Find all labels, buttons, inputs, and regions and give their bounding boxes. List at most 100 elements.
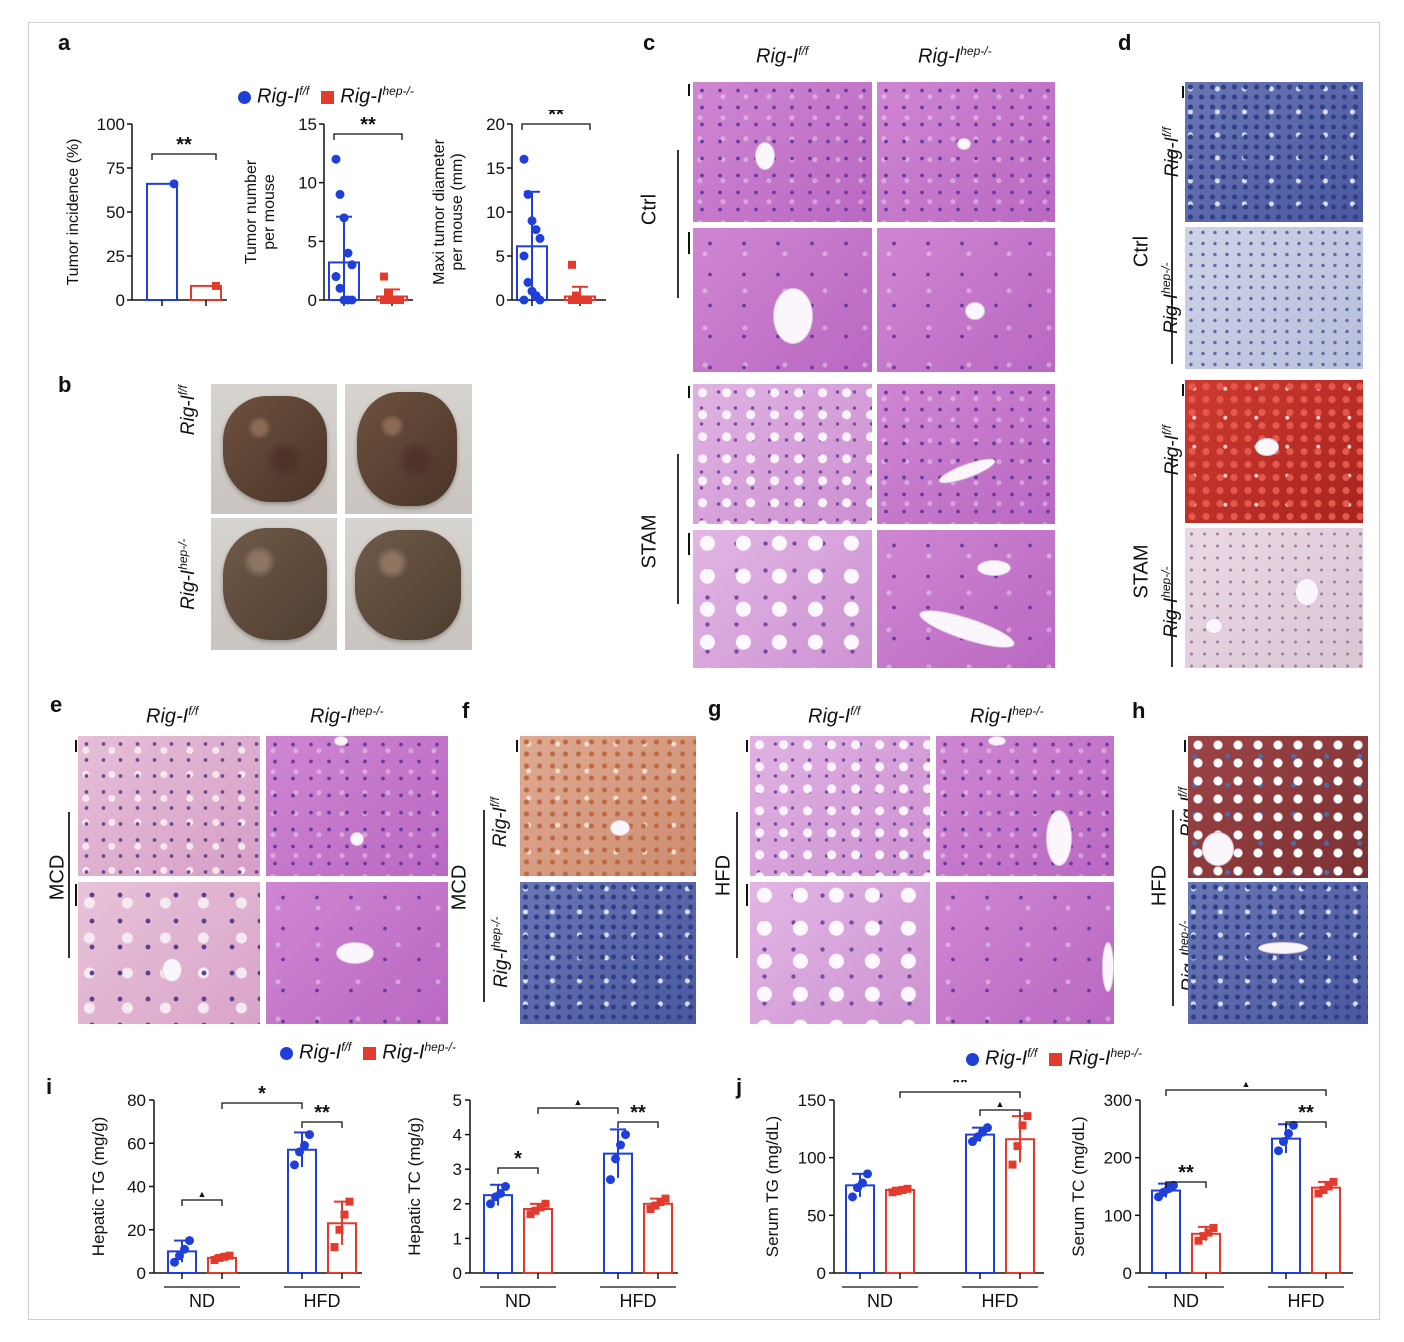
sig-label: ▲ [574,1097,583,1107]
y-tick-label: 10 [486,203,505,222]
y-tick-label: 50 [807,1206,826,1225]
data-point-hep [531,1206,540,1215]
y-tick-label: 0 [308,291,317,310]
sig-bracket [617,1121,659,1128]
data-point-hep [345,1197,354,1206]
data-point-ff [606,1175,615,1185]
oil-red-f-mcd-hep [520,882,696,1024]
legend-dot-ff [280,1046,293,1060]
sig-label: ** [1298,1102,1314,1124]
sig-label: ** [548,110,564,126]
panel-letter-i: i [46,1074,53,1099]
sig-bracket [301,1121,343,1128]
data-point-hep [572,291,580,300]
data-point-ff [616,1140,625,1150]
legend-dot-ff [238,90,251,104]
label-g-hep: Rig-Ihep-/- [970,704,1044,728]
data-point-ff [611,1154,620,1164]
oil-red-d-stam-hep [1185,528,1363,668]
data-point-ff [858,1178,867,1188]
data-point-hep [1209,1224,1218,1233]
panel-letter-d: d [1118,30,1132,55]
bar-hep [523,1207,553,1275]
y-tick-label: 200 [1104,1149,1132,1168]
y-tick-label: 5 [308,232,317,251]
legend-a: Rig-If/f Rig-Ihep-/- [238,84,414,109]
label-b-ff: Rig-If/f [175,385,200,436]
data-point-ff [621,1130,630,1140]
label-c-stam: STAM [638,514,661,569]
legend-dot-ff [966,1052,979,1066]
data-point-ff [519,295,529,305]
label-d-stam-ff: Rig-If/f [1159,425,1184,476]
data-point-ff [496,1188,505,1198]
trichrome-h-hfd-hep [1188,882,1368,1024]
label-d-ctrl-ff: Rig-If/f [1159,127,1184,178]
data-point-hep [384,290,392,299]
data-point-ff [535,295,545,305]
sig-label: ▲ [198,1189,207,1199]
label-e-ff: Rig-If/f [146,704,199,728]
data-point-hep [212,281,220,290]
bar-hep [643,1202,673,1274]
label-f-hep: Rig-Ihep-/- [488,916,513,988]
histology-e-mcd-ff-low [78,736,260,876]
bar-ff [845,1184,875,1274]
sig-label: ** [630,1102,646,1124]
data-point-ff [501,1182,510,1191]
data-point-hep [1329,1177,1338,1186]
data-point-ff [347,295,357,305]
data-point-ff [1289,1120,1298,1130]
histology-e-mcd-ff-high [78,882,260,1024]
bar-ff [965,1133,995,1274]
bar-ff [483,1194,513,1274]
label-d-stam: STAM [1130,544,1153,599]
label-h-hfd: HFD [1148,864,1171,907]
y-tick-label: 20 [486,115,505,134]
data-point-hep [215,1253,224,1262]
y-tick-label: 0 [137,1264,146,1283]
oil-red-d-stam-ff [1185,380,1363,523]
y-tick-label: 20 [127,1221,146,1240]
sig-label: ** [314,1102,330,1124]
data-point-ff [531,225,541,235]
x-category-label: HFD [982,1291,1019,1311]
y-tick-label: 2 [453,1195,462,1214]
data-point-ff [848,1192,857,1202]
y-tick-label: 0 [817,1264,826,1283]
histology-g-hfd-hep-low [936,736,1114,876]
x-category-label: ND [867,1291,893,1311]
sig-bracket [537,1107,619,1114]
data-point-hep [1194,1236,1203,1245]
histology-c-ctrl-ff-low [693,82,872,222]
label-d-ctrl: Ctrl [1130,235,1153,268]
label-d-stam-hep: Rig-Ihep-/- [1158,566,1183,638]
sig-label: * [514,1148,522,1170]
sig-bracket [181,1199,223,1206]
histology-g-hfd-ff-low [750,736,930,876]
data-point-ff [290,1160,299,1170]
data-point-hep [568,260,576,269]
data-point-hep [1324,1182,1333,1191]
data-point-ff [983,1123,992,1133]
chart-serum-tc: 0 100 200 300 Serum TC (mg/dL) ND HFD ▲ ** ** [1069,1080,1353,1311]
label-e-mcd: MCD [46,854,69,901]
label-d-ctrl-hep: Rig-Ihep-/- [1158,262,1183,334]
liver-photo-hep-2 [345,518,472,650]
data-point-hep [1314,1189,1323,1198]
sig-bracket [979,1109,1021,1116]
data-point-ff [335,189,345,199]
bar-ff [146,182,178,301]
data-point-hep [1018,1121,1027,1130]
x-category-label: HFD [1288,1291,1325,1311]
legend-i: Rig-If/f Rig-Ihep-/- [280,1040,456,1065]
data-point-ff [523,189,533,199]
y-axis-label: per mouse [261,174,278,250]
histology-c-stam-ff-high [693,530,872,668]
data-point-hep [210,1256,219,1265]
y-axis-label: Tumor number [243,159,260,264]
sig-bracket [521,123,591,130]
data-point-hep [1199,1232,1208,1241]
histology-c-ctrl-hep-high [877,228,1055,372]
data-point-ff [1274,1146,1283,1156]
